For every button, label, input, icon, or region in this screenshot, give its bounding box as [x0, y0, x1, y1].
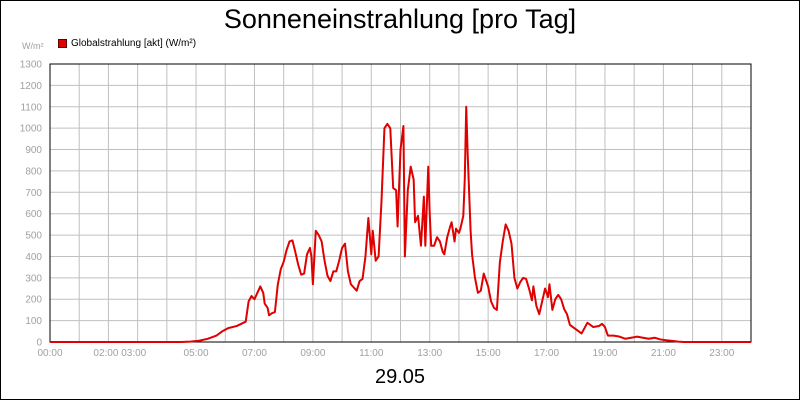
x-tick-label: 13:00 — [417, 348, 442, 359]
y-tick-label: 1300 — [20, 60, 43, 71]
y-axis-unit: W/m² — [22, 41, 44, 51]
y-tick-label: 800 — [25, 166, 42, 177]
y-tick-label: 1200 — [20, 81, 43, 92]
y-tick-label: 600 — [25, 209, 42, 220]
y-tick-label: 1000 — [20, 124, 43, 135]
chart-title: Sonneneinstrahlung [pro Tag] — [223, 4, 577, 34]
y-tick-label: 700 — [25, 188, 42, 199]
x-tick-label: 21:00 — [651, 348, 676, 359]
legend-swatch — [58, 39, 67, 48]
x-tick-label: 11:00 — [359, 348, 384, 359]
y-tick-label: 0 — [36, 338, 42, 349]
x-tick-label: 09:00 — [300, 348, 325, 359]
series-line — [50, 105, 751, 343]
legend: Globalstrahlung [akt] (W/m²) — [58, 38, 196, 49]
plot-border — [49, 63, 752, 343]
x-tick-label: 05:00 — [184, 348, 209, 359]
y-tick-label: 300 — [25, 273, 42, 284]
x-tick-label: 07:00 — [242, 348, 267, 359]
x-tick-label: 15:00 — [476, 348, 501, 359]
x-tick-label: 17:00 — [534, 348, 559, 359]
x-tick-label: 00:00 — [37, 348, 62, 359]
y-tick-label: 100 — [25, 316, 42, 327]
y-tick-label: 200 — [25, 295, 42, 306]
x-tick-label: 02:00 03:00 — [93, 348, 146, 359]
x-tick-label: 19:00 — [592, 348, 617, 359]
y-tick-label: 900 — [25, 145, 42, 156]
y-tick-label: 400 — [25, 252, 42, 263]
x-tick-label: 23:00 — [709, 348, 734, 359]
x-axis-date: 29.05 — [374, 366, 426, 388]
y-tick-label: 500 — [25, 231, 42, 242]
legend-label: Globalstrahlung [akt] (W/m²) — [71, 38, 197, 49]
y-tick-label: 1100 — [20, 102, 42, 113]
